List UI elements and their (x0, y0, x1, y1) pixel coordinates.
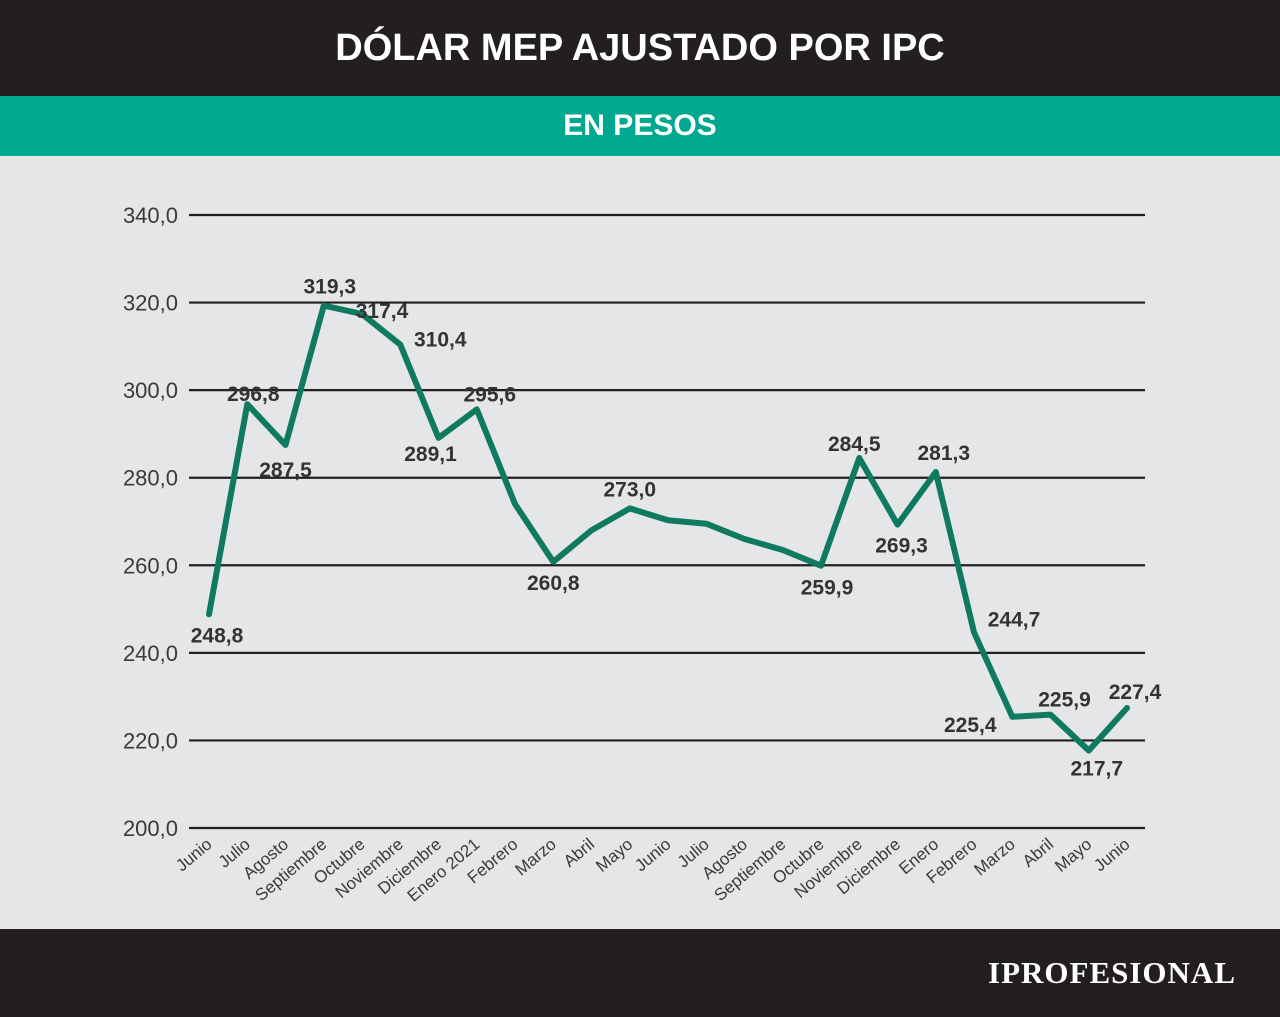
data-label: 225,9 (1038, 689, 1091, 712)
data-label: 289,1 (404, 443, 457, 466)
y-tick-label: 240,0 (123, 641, 178, 666)
x-tick-label: Junio (172, 835, 215, 876)
chart-title-bar: DÓLAR MEP AJUSTADO POR IPC (0, 0, 1280, 96)
x-tick-label: Abril (560, 835, 598, 871)
data-label: 310,4 (414, 329, 467, 352)
x-tick-label: Junio (631, 835, 674, 876)
data-label: 281,3 (917, 442, 970, 465)
y-tick-label: 220,0 (123, 728, 178, 753)
data-label: 248,8 (191, 624, 244, 647)
y-tick-label: 300,0 (123, 378, 178, 403)
data-label: 225,4 (944, 714, 997, 737)
x-tick-label: Marzo (511, 835, 559, 880)
x-tick-label: Junio (1090, 835, 1133, 876)
data-label: 284,5 (828, 433, 881, 456)
x-tick-label: Mayo (592, 835, 636, 876)
chart-title: DÓLAR MEP AJUSTADO POR IPC (335, 26, 945, 69)
data-label: 273,0 (603, 478, 656, 501)
data-label: 295,6 (463, 383, 516, 406)
data-label: 259,9 (801, 577, 854, 600)
data-label: 260,8 (527, 572, 580, 595)
data-label: 227,4 (1109, 681, 1162, 704)
y-tick-label: 260,0 (123, 553, 178, 578)
y-tick-label: 280,0 (123, 466, 178, 491)
x-tick-label: Marzo (970, 835, 1018, 880)
chart-area: 200,0 220,0 240,0 260,0 280,0 300,0 320,0 340,0… (0, 156, 1280, 929)
data-label: 217,7 (1070, 757, 1123, 780)
data-label: 317,4 (356, 300, 409, 323)
x-tick-label: Mayo (1051, 835, 1095, 876)
data-label: 287,5 (259, 459, 312, 482)
y-tick-label: 320,0 (123, 291, 178, 316)
data-label: 244,7 (988, 608, 1041, 631)
y-tick-label: 340,0 (123, 203, 178, 228)
chart-subtitle: EN PESOS (563, 109, 717, 142)
y-tick-label: 200,0 (123, 816, 178, 841)
data-label: 319,3 (303, 276, 356, 299)
data-label: 296,8 (227, 383, 280, 406)
footer-bar: IPROFESIONAL (0, 929, 1280, 1017)
data-label: 269,3 (875, 535, 928, 558)
x-tick-label: Abril (1019, 835, 1057, 871)
chart-subtitle-bar: EN PESOS (0, 96, 1280, 156)
line-chart: 200,0 220,0 240,0 260,0 280,0 300,0 320,0 340,0… (123, 203, 1162, 906)
brand-logo: IPROFESIONAL (988, 955, 1236, 990)
series-line (206, 302, 1130, 754)
